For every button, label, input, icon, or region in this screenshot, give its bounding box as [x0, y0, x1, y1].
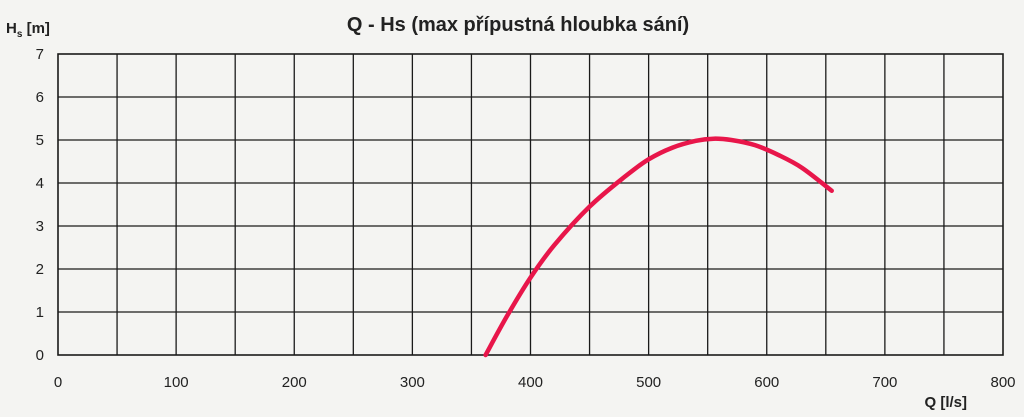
series	[483, 136, 834, 358]
series-line	[483, 136, 834, 358]
y-tick-label: 0	[36, 347, 44, 364]
x-tick-label: 0	[54, 374, 62, 391]
x-tick-labels: 0 100 200 300 400 500 600 700 800	[54, 374, 1016, 391]
y-tick-label: 2	[36, 261, 44, 278]
x-tick-label: 800	[990, 374, 1015, 391]
y-tick-label: 1	[36, 304, 44, 321]
x-tick-label: 500	[636, 374, 661, 391]
x-tick-label: 600	[754, 374, 779, 391]
y-tick-label: 5	[36, 132, 44, 149]
y-tick-labels: 0 1 2 3 4 5 6 7	[36, 46, 44, 364]
x-tick-label: 300	[400, 374, 425, 391]
x-tick-label: 400	[518, 374, 543, 391]
y-tick-label: 7	[36, 46, 44, 63]
x-tick-label: 100	[164, 374, 189, 391]
chart-title: Q - Hs (max přípustná hloubka sání)	[347, 14, 689, 36]
y-tick-label: 3	[36, 218, 44, 235]
x-tick-label: 200	[282, 374, 307, 391]
y-tick-label: 4	[36, 175, 44, 192]
grid	[58, 54, 1003, 355]
plot-frame	[57, 53, 1004, 356]
y-tick-label: 6	[36, 89, 44, 106]
x-tick-label: 700	[872, 374, 897, 391]
x-axis-label: Q [l/s]	[924, 394, 967, 411]
y-axis-label: Hs [m]	[6, 20, 50, 40]
